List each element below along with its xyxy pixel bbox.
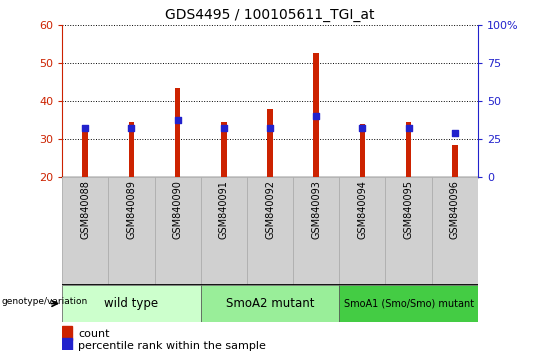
- FancyBboxPatch shape: [62, 285, 201, 322]
- Point: [173, 117, 182, 123]
- Text: GSM840093: GSM840093: [311, 180, 321, 239]
- Text: GSM840091: GSM840091: [219, 180, 229, 239]
- FancyBboxPatch shape: [201, 177, 247, 285]
- Text: genotype/variation: genotype/variation: [1, 297, 87, 306]
- Text: percentile rank within the sample: percentile rank within the sample: [78, 341, 266, 351]
- Text: GSM840095: GSM840095: [403, 180, 414, 239]
- FancyBboxPatch shape: [201, 285, 339, 322]
- Bar: [62, 338, 72, 352]
- Text: SmoA1 (Smo/Smo) mutant: SmoA1 (Smo/Smo) mutant: [343, 298, 474, 309]
- Bar: [452, 145, 457, 177]
- Point: [358, 125, 367, 130]
- Text: GSM840090: GSM840090: [173, 180, 183, 239]
- FancyBboxPatch shape: [339, 285, 478, 322]
- Bar: [221, 122, 227, 177]
- Bar: [129, 122, 134, 177]
- FancyBboxPatch shape: [386, 177, 431, 285]
- Bar: [267, 108, 273, 177]
- Point: [266, 125, 274, 130]
- Bar: [360, 124, 365, 177]
- FancyBboxPatch shape: [293, 177, 339, 285]
- Bar: [62, 326, 72, 340]
- Text: GSM840092: GSM840092: [265, 180, 275, 239]
- Text: wild type: wild type: [104, 297, 158, 310]
- Point: [450, 130, 459, 136]
- Text: GSM840089: GSM840089: [126, 180, 137, 239]
- FancyBboxPatch shape: [109, 177, 154, 285]
- Point: [219, 125, 228, 130]
- Bar: [313, 53, 319, 177]
- Title: GDS4495 / 100105611_TGI_at: GDS4495 / 100105611_TGI_at: [165, 8, 375, 22]
- Point: [81, 125, 90, 130]
- Text: GSM840096: GSM840096: [450, 180, 460, 239]
- Bar: [406, 122, 411, 177]
- FancyBboxPatch shape: [154, 177, 201, 285]
- Text: GSM840088: GSM840088: [80, 180, 90, 239]
- Text: count: count: [78, 329, 110, 339]
- Point: [127, 125, 136, 130]
- Bar: [83, 130, 88, 177]
- Text: GSM840094: GSM840094: [357, 180, 367, 239]
- Point: [404, 125, 413, 130]
- FancyBboxPatch shape: [247, 177, 293, 285]
- Point: [312, 113, 321, 119]
- Text: SmoA2 mutant: SmoA2 mutant: [226, 297, 314, 310]
- FancyBboxPatch shape: [62, 177, 478, 285]
- FancyBboxPatch shape: [431, 177, 478, 285]
- Bar: [175, 87, 180, 177]
- FancyBboxPatch shape: [339, 177, 386, 285]
- FancyBboxPatch shape: [62, 177, 109, 285]
